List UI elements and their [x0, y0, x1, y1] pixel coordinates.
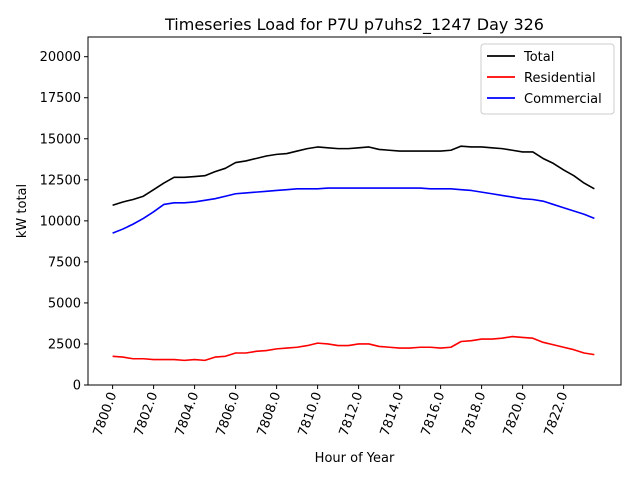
legend: Total Residential Commercial	[480, 43, 615, 115]
series-line-residential	[112, 335, 595, 362]
y-tick-label: 10000	[40, 214, 81, 229]
x-tick-label: 7816.0	[419, 390, 449, 438]
x-axis-title: Hour of Year	[315, 451, 395, 466]
series-layer	[112, 145, 595, 362]
x-tick-label: 7814.0	[378, 390, 408, 438]
series-line-commercial	[112, 187, 595, 234]
y-tick-label: 5000	[48, 296, 81, 311]
legend-box	[480, 43, 615, 115]
y-axis: 0 2500 5000 7500 10000 12500 15000 17500 20000	[40, 50, 88, 394]
y-tick-label: 15000	[40, 132, 81, 147]
x-tick-label: 7820.0	[501, 390, 531, 438]
legend-label-commercial: Commercial	[524, 92, 602, 107]
chart-title: Timeseries Load for P7U p7uhs2_1247 Day …	[164, 15, 544, 35]
y-tick-label: 2500	[48, 337, 81, 352]
x-tick-label: 7822.0	[542, 390, 572, 438]
y-tick-label: 0	[73, 379, 81, 394]
x-tick-label: 7812.0	[337, 390, 367, 438]
x-tick-label: 7800.0	[91, 390, 121, 438]
y-tick-label: 20000	[40, 50, 81, 65]
x-tick-label: 7802.0	[132, 390, 162, 438]
x-tick-label: 7808.0	[255, 390, 285, 438]
x-axis: 7800.0 7802.0 7804.0 7806.0 7808.0 7810.0 7812…	[91, 385, 572, 438]
x-tick-label: 7810.0	[296, 390, 326, 438]
series-line-total	[112, 145, 595, 207]
x-tick-label: 7818.0	[460, 390, 490, 438]
y-tick-label: 7500	[48, 255, 81, 270]
y-tick-label: 12500	[40, 173, 81, 188]
x-tick-label: 7804.0	[173, 390, 203, 438]
legend-label-residential: Residential	[524, 71, 596, 86]
legend-label-total: Total	[523, 50, 554, 65]
x-tick-label: 7806.0	[214, 390, 244, 438]
y-axis-title: kW total	[15, 184, 30, 238]
y-tick-label: 17500	[40, 91, 81, 106]
